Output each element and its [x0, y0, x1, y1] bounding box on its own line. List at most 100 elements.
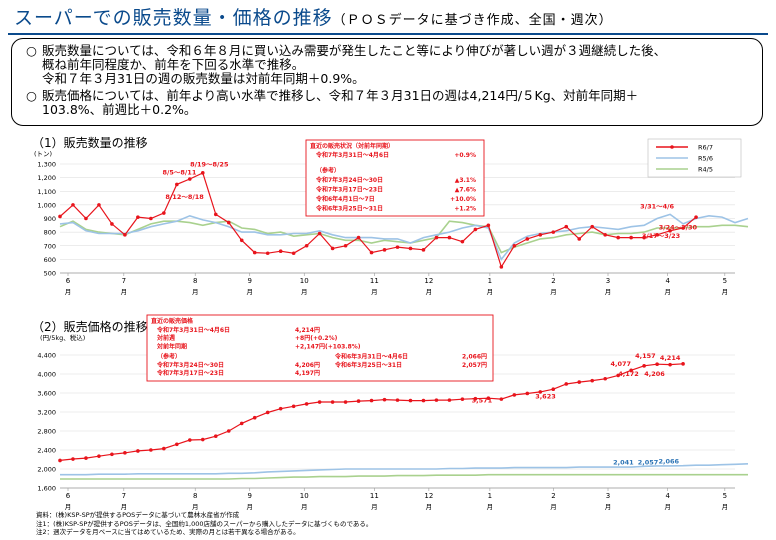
data-point — [421, 398, 426, 403]
data-point — [162, 446, 166, 451]
data-point — [499, 265, 504, 269]
data-point — [434, 398, 439, 402]
y-tick-label: 800 — [44, 229, 56, 237]
x-tick-suffix: 月 — [246, 288, 253, 296]
data-label: 3,571 — [472, 397, 493, 405]
data-point — [356, 235, 361, 240]
y-tick-label: 4,000 — [37, 371, 56, 379]
page-subtitle: （ＰＯＳデータに基づき作成、全国・週次） — [332, 13, 613, 28]
data-point — [551, 387, 556, 392]
data-point — [460, 397, 465, 401]
data-point — [577, 380, 582, 384]
x-tick-suffix: 月 — [192, 288, 199, 296]
info-box: 直近の販売状況（対前年同期）令和7年3月31日～4月6日 +0.9%（参考）令和7… — [305, 139, 485, 217]
data-label: 8/19～8/25 — [190, 160, 229, 168]
data-point — [200, 171, 205, 175]
info-box-label: 令和7年3月31日～4月6日 — [315, 151, 389, 159]
y-tick-label: 600 — [44, 256, 56, 264]
data-point — [226, 429, 231, 433]
x-tick-label: 1 — [488, 277, 492, 285]
data-point — [58, 458, 62, 463]
info-box-label: （参考） — [316, 167, 340, 175]
data-point — [136, 215, 140, 219]
data-point — [239, 238, 244, 243]
x-tick-suffix: 月 — [605, 288, 612, 296]
footnote: 注1：(株)KSP-SPが提供するPOSデータは、全国約1,000店舗のスーパー… — [36, 519, 373, 528]
x-tick-label: 11 — [370, 492, 379, 500]
info-box-value: 2,066円 — [462, 354, 487, 361]
x-tick-label: 2 — [551, 277, 555, 285]
data-point — [110, 222, 114, 226]
x-tick-suffix: 月 — [192, 503, 199, 511]
data-point — [97, 454, 101, 458]
info-box-value: 4,206円 — [295, 362, 320, 369]
y-tick-label: 2,800 — [37, 428, 56, 436]
data-point — [226, 220, 231, 225]
data-label: 3/17～3/23 — [642, 232, 680, 240]
data-label: 4,172 — [618, 370, 639, 378]
data-point — [668, 362, 672, 367]
x-tick-suffix: 月 — [664, 503, 671, 511]
info-box-label: 対前週 — [156, 334, 175, 342]
info-box-label: （参考） — [157, 353, 181, 361]
legend-marker — [670, 145, 674, 149]
x-tick-suffix: 月 — [65, 503, 72, 511]
info-box-label: 令和6年3月25日～31日 — [334, 361, 402, 369]
title-divider — [8, 33, 768, 35]
data-label: 4,077 — [610, 360, 631, 368]
summary-text: 販売数量については、令和６年８月に買い込み需要が発生したこと等により伸びが著しい… — [42, 43, 667, 58]
info-box-label: 令和6年4月1日～7日 — [315, 195, 375, 203]
y-tick-label: 1,600 — [37, 485, 56, 493]
data-point — [123, 233, 127, 237]
data-point — [356, 399, 361, 403]
y-tick-label: 1,100 — [37, 188, 56, 196]
data-label: 8/5～8/11 — [162, 169, 196, 177]
data-point — [681, 226, 685, 230]
info-box-title: 直近の販売状況（対前年同期） — [310, 142, 394, 150]
x-tick-label: 12 — [424, 277, 433, 285]
y-tick-label: 4,400 — [37, 352, 56, 360]
data-point — [590, 224, 595, 229]
x-tick-suffix: 月 — [722, 503, 729, 511]
info-box-value: ▲7.6% — [455, 187, 476, 194]
info-box-label: 令和7年3月31日～4月6日 — [156, 326, 230, 334]
data-point — [629, 235, 633, 240]
y-tick-label: 900 — [44, 215, 56, 223]
x-tick-label: 9 — [247, 492, 251, 500]
data-point — [395, 398, 400, 402]
x-tick-label: 6 — [66, 492, 71, 500]
data-label: 2,066 — [659, 457, 680, 465]
info-box-value: +8円(+0.2%) — [295, 335, 338, 342]
summary-text: 販売価格については、前年より高い水準で推移し、令和７年３月31日の週は4,214… — [42, 88, 639, 103]
legend: R6/7 R5/6 R4/5 — [647, 138, 742, 178]
data-point — [110, 452, 114, 457]
x-tick-suffix: 月 — [426, 288, 433, 296]
data-point — [136, 449, 140, 453]
data-point — [382, 397, 387, 402]
data-point — [291, 404, 296, 409]
legend-label: R4/5 — [698, 166, 713, 174]
info-box-value: 2,057円 — [462, 362, 487, 369]
data-point — [538, 233, 543, 237]
data-point — [71, 203, 75, 207]
data-point — [188, 177, 192, 181]
data-point — [525, 391, 530, 396]
info-box-label: 令和6年3月31日～4月6日 — [334, 353, 408, 361]
bullet-mark: ○ — [26, 43, 37, 58]
data-point — [213, 434, 218, 439]
y-tick-label: 3,600 — [37, 390, 56, 398]
x-tick-suffix: 月 — [121, 288, 128, 296]
data-point — [564, 224, 569, 229]
data-point — [460, 239, 465, 244]
x-tick-suffix: 月 — [301, 288, 308, 296]
data-point — [304, 402, 309, 406]
x-tick-label: 7 — [122, 277, 126, 285]
x-tick-label: 11 — [370, 277, 379, 285]
data-point — [642, 364, 646, 368]
info-box-value: ▲3.1% — [455, 177, 476, 184]
data-point — [421, 248, 426, 252]
data-point — [369, 398, 374, 403]
info-box-label: 令和7年3月24日～30日 — [156, 361, 224, 369]
x-tick-label: 4 — [665, 277, 670, 285]
data-point — [175, 182, 179, 187]
